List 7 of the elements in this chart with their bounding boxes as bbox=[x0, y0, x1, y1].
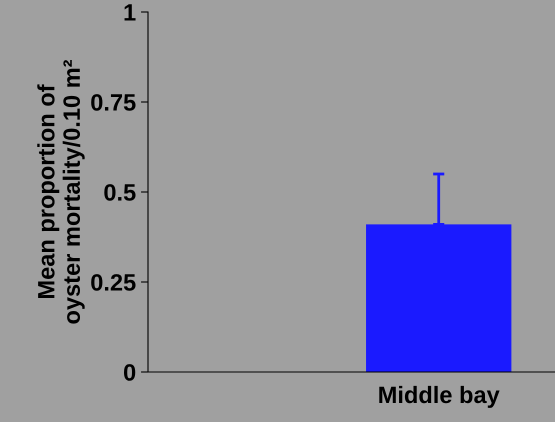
y-tick-label: 0.75 bbox=[91, 94, 136, 111]
x-tick-label: Middle bay bbox=[379, 386, 500, 408]
y-tick-label: 1 bbox=[124, 4, 136, 21]
y-tick-label: 0.5 bbox=[104, 184, 136, 201]
y-tick-label: 0.25 bbox=[91, 274, 136, 291]
y-axis-title: Mean proportion of oyster mortality/0.10 m² bbox=[37, 60, 85, 324]
y-tick-label: 0 bbox=[124, 364, 136, 381]
